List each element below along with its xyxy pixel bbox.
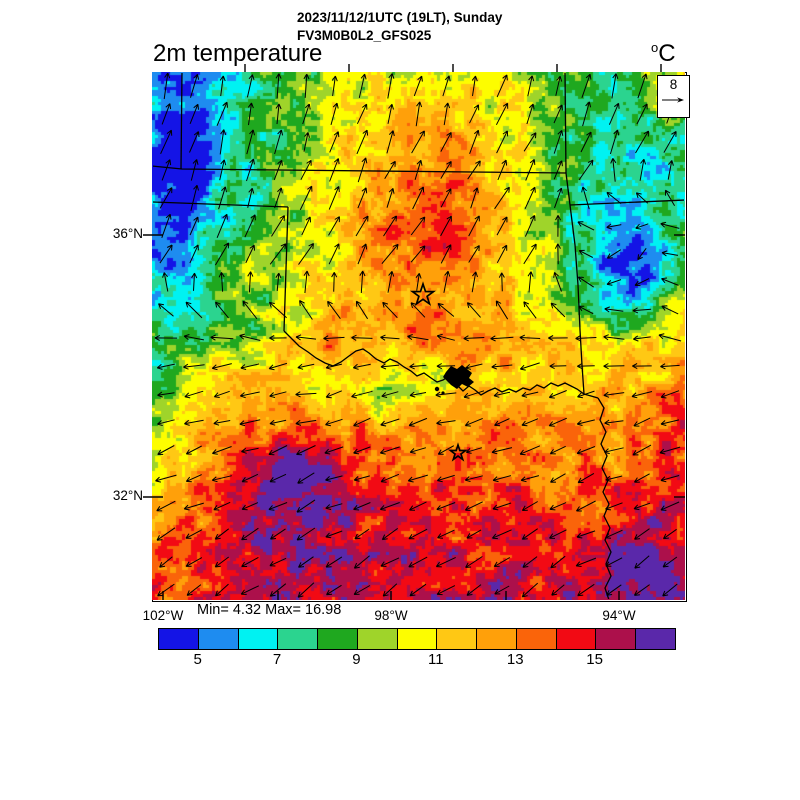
reference-vector-arrow-icon xyxy=(662,97,684,103)
colorbar-tick-label: 11 xyxy=(428,651,444,668)
colorbar-segment xyxy=(159,629,199,649)
colorbar-segment xyxy=(556,629,597,649)
colorbar-tick-label: 9 xyxy=(352,651,361,668)
colorbar-segment xyxy=(278,629,319,649)
colorbar-segment xyxy=(318,629,358,649)
lon-tick-label: 94°W xyxy=(602,608,636,623)
units-label: oC xyxy=(651,40,676,68)
plot-datetime: 2023/11/12/1UTC (19LT), Sunday xyxy=(297,10,503,25)
lat-tick-label: 36°N xyxy=(112,226,143,241)
colorbar-tick-label: 13 xyxy=(506,651,524,668)
colorbar-segment xyxy=(357,629,398,649)
reference-vector-box: 8 xyxy=(657,75,690,118)
reference-vector-value: 8 xyxy=(669,77,678,92)
colorbar-segment xyxy=(437,629,478,649)
lon-tick-label: 102°W xyxy=(142,608,184,623)
colorbar-tick-label: 15 xyxy=(586,651,603,668)
colorbar-segment xyxy=(477,629,517,649)
plot-title: 2m temperature xyxy=(153,40,323,67)
colorbar-segment xyxy=(238,629,279,649)
plot-model-id: FV3M0B0L2_GFS025 xyxy=(297,28,432,43)
units-degree-sup: o xyxy=(651,40,659,55)
colorbar-segment xyxy=(397,629,438,649)
lat-tick-label: 32°N xyxy=(112,488,143,503)
colorbar-segment xyxy=(516,629,557,649)
colorbar xyxy=(158,628,676,650)
colorbar-tick-label: 5 xyxy=(193,651,202,668)
units-letter: C xyxy=(658,40,676,67)
colorbar-segment xyxy=(198,629,239,649)
lon-tick-label: 98°W xyxy=(374,608,408,623)
colorbar-segment xyxy=(636,629,675,649)
temperature-field-canvas xyxy=(152,72,685,600)
colorbar-tick-label: 7 xyxy=(272,651,282,668)
colorbar-segment xyxy=(596,629,637,649)
minmax-stats: Min= 4.32 Max= 16.98 xyxy=(197,602,342,618)
